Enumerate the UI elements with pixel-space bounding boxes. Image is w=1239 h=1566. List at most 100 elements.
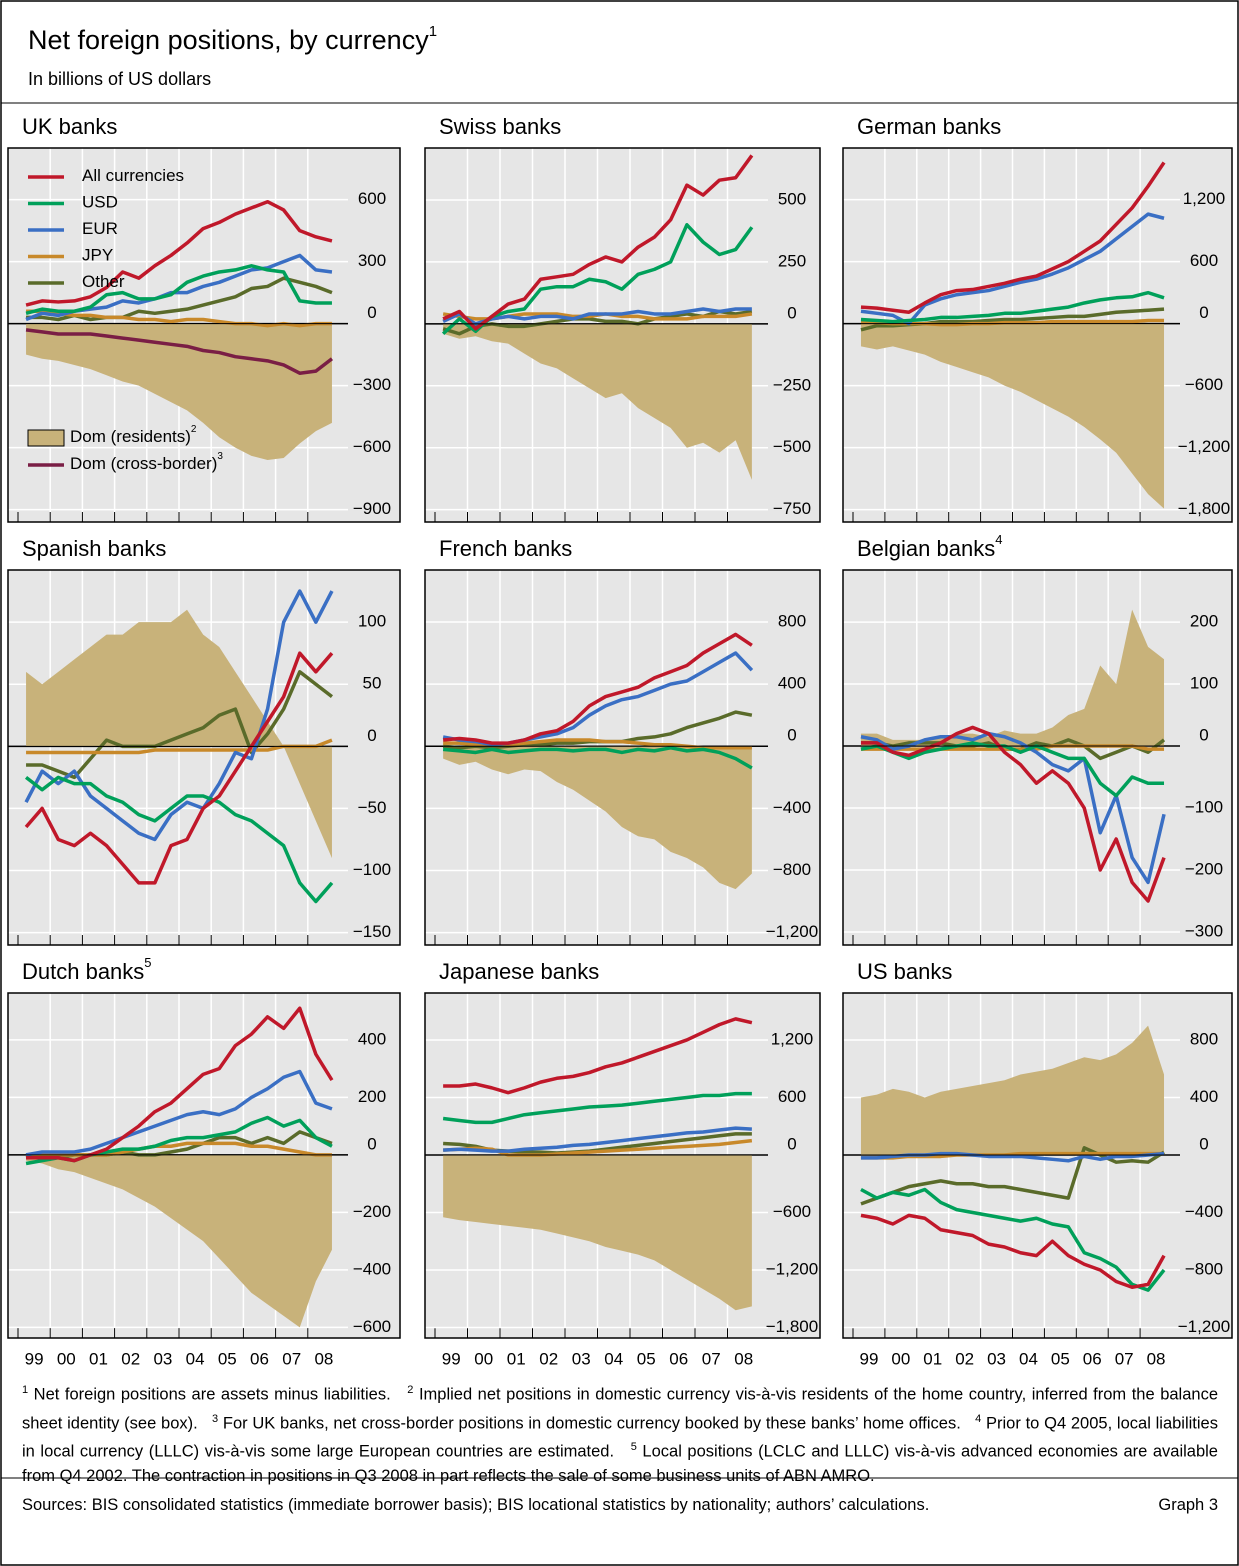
panel-title: Spanish banks	[22, 536, 166, 561]
line	[24, 651, 334, 885]
panel-title-text: French banks	[439, 536, 572, 561]
line	[25, 328, 334, 375]
y-tick-label: −1,200	[766, 1259, 818, 1278]
y-tick-label: −200	[353, 1202, 391, 1221]
x-tick-label: 07	[282, 1349, 301, 1368]
panel-title: Dutch banks5	[22, 955, 152, 983]
x-tick-label: 04	[186, 1349, 205, 1368]
area	[26, 609, 332, 859]
y-tick-label: −750	[773, 499, 811, 518]
legend-label: Dom (cross-border)3	[70, 451, 223, 474]
x-tick-label: 99	[25, 1349, 44, 1368]
area	[860, 609, 1165, 747]
x-tick-label: 06	[1083, 1349, 1102, 1368]
footnote-mark: 2	[407, 1384, 414, 1396]
x-tick-label: 08	[314, 1349, 333, 1368]
y-tick-label: 600	[778, 1087, 806, 1106]
panel-title-text: Dutch banks	[22, 959, 144, 984]
x-tick-label: 04	[1019, 1349, 1038, 1368]
line	[26, 1006, 334, 1163]
legend-label-text: EUR	[82, 219, 118, 238]
y-tick-label: −1,200	[1178, 1317, 1230, 1336]
graph-label: Graph 3	[1158, 1496, 1218, 1514]
panel-title-text: Belgian banks	[857, 536, 995, 561]
line	[25, 264, 332, 315]
panel-title: US banks	[857, 959, 952, 984]
y-tick-label: 1,200	[1183, 189, 1226, 208]
x-tick-label: 03	[153, 1349, 172, 1368]
line	[24, 589, 334, 842]
x-tick-label: 02	[955, 1349, 974, 1368]
y-tick-label: 100	[1190, 674, 1218, 693]
area	[860, 1025, 1165, 1156]
line	[860, 1146, 1165, 1206]
x-tick-label: 06	[669, 1349, 688, 1368]
panel-title: French banks	[439, 536, 572, 561]
legend-label: JPY	[82, 246, 113, 265]
footnote-text: Local positions (LCLC and LLLC) vis-à-vi…	[22, 1442, 1218, 1485]
x-tick-label: 05	[637, 1349, 656, 1368]
footnote-mark: 5	[630, 1441, 637, 1453]
footnote-mark: 1	[22, 1384, 29, 1396]
legend-label-note: 2	[191, 424, 197, 435]
x-tick-label: 00	[891, 1349, 910, 1368]
legend-label: All currencies	[82, 166, 184, 185]
y-tick-label: 0	[1199, 1134, 1208, 1153]
x-tick-label: 07	[702, 1349, 721, 1368]
y-tick-label: −1,800	[1178, 499, 1230, 518]
line	[442, 154, 754, 331]
line	[26, 738, 333, 755]
panel-title-text: UK banks	[22, 114, 117, 139]
plot-frame	[7, 569, 401, 946]
x-tick-label: 08	[1147, 1349, 1166, 1368]
y-tick-label: −600	[773, 1202, 811, 1221]
y-tick-label: 0	[787, 303, 796, 322]
y-tick-label: 600	[358, 189, 386, 208]
line	[443, 1017, 753, 1095]
legend-label: USD	[82, 193, 118, 212]
panel-title: UK banks	[22, 114, 117, 139]
plot-bg	[843, 993, 1232, 1338]
x-tick-label: 00	[474, 1349, 493, 1368]
line	[860, 731, 1166, 885]
y-tick-label: 100	[358, 612, 386, 631]
y-tick-label: −150	[353, 922, 391, 941]
plot-bg	[8, 570, 400, 945]
line	[442, 746, 753, 770]
line	[25, 199, 333, 307]
panel-title-text: German banks	[857, 114, 1001, 139]
y-tick-label: 0	[367, 303, 376, 322]
x-tick-label: 01	[89, 1349, 108, 1368]
y-tick-label: −600	[1185, 375, 1223, 394]
panel-title-text: Swiss banks	[439, 114, 561, 139]
area	[26, 1154, 332, 1328]
line	[442, 1091, 752, 1125]
x-tick-label: 01	[507, 1349, 526, 1368]
panel-title-text: Japanese banks	[439, 959, 599, 984]
line	[24, 775, 334, 904]
chart-title: Net foreign positions, by currency1	[28, 23, 437, 55]
line	[860, 161, 1166, 315]
legend-label-note: 3	[217, 451, 223, 462]
plot-frame	[842, 992, 1233, 1339]
x-tick-label: 08	[734, 1349, 753, 1368]
y-tick-label: −500	[773, 437, 811, 456]
x-tick-label: 07	[1115, 1349, 1134, 1368]
y-tick-label: −200	[1185, 859, 1223, 878]
y-tick-label: −50	[358, 798, 387, 817]
footnote-mark: 4	[975, 1412, 982, 1425]
x-tick-label: 02	[539, 1349, 558, 1368]
title-text: Net foreign positions, by currency	[28, 25, 429, 55]
legend-label: Other	[82, 272, 125, 291]
y-tick-label: 200	[358, 1087, 386, 1106]
line	[860, 725, 1166, 903]
x-tick-label: 03	[572, 1349, 591, 1368]
y-tick-label: 800	[778, 612, 806, 631]
y-tick-label: 500	[778, 189, 806, 208]
sources: Sources: BIS consolidated statistics (im…	[22, 1496, 930, 1514]
area	[443, 746, 752, 890]
panel-title-note: 5	[144, 955, 151, 970]
legend-label: EUR	[82, 219, 118, 238]
y-tick-label: −600	[353, 1317, 391, 1336]
